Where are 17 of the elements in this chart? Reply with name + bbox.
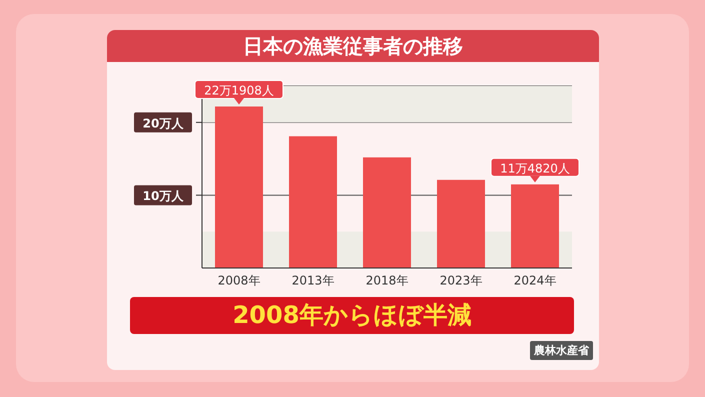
x-tick-label: 2023年	[440, 274, 482, 288]
text: 農林水産省	[530, 341, 593, 360]
bar	[215, 106, 263, 268]
y-tick-label: 10万人	[142, 189, 184, 204]
chart-title: 日本の漁業従事者の推移	[107, 30, 599, 62]
bar	[437, 180, 485, 268]
x-tick-label: 2013年	[292, 274, 334, 288]
x-tick-label: 2024年	[514, 274, 556, 288]
bar	[289, 136, 337, 268]
bar	[511, 184, 559, 268]
x-tick-label: 2018年	[366, 274, 408, 288]
text: 2008年からほぼ半減	[130, 297, 574, 334]
data-label: 22万1908人	[204, 83, 274, 98]
x-tick-label: 2008年	[218, 274, 260, 288]
data-label: 11万4820人	[500, 161, 570, 176]
bar	[363, 157, 411, 268]
y-tick-label: 20万人	[142, 116, 184, 130]
